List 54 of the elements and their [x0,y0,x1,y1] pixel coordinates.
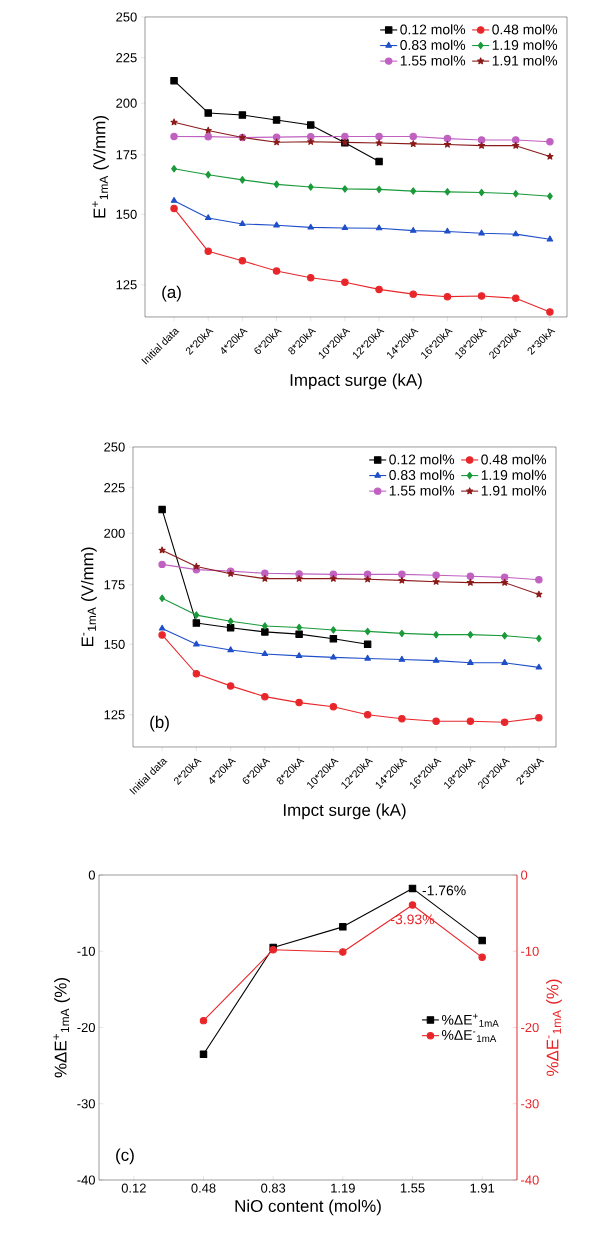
y-tick-label: 125 [104,710,125,720]
y-axis-title: E$^{+}$$_{1mA}$ (V/mm) [92,116,109,218]
legend-label: 0.48 mol% [492,24,558,35]
legend-label: %ΔE$^{+}$1mA [441,1013,499,1027]
y-tick-label: 200 [104,528,125,538]
y-tick-label: -30 [77,1099,95,1109]
x-tick-label: 1.55 [400,1183,425,1193]
y-tick-label: 225 [104,483,125,493]
x-tick-label: 0.83 [261,1183,286,1193]
x-axis-title: Impct surge (kA) [283,803,406,820]
x-tick-label: 1.91 [470,1183,495,1193]
y-axis-title: E$^{-}$$_{1mA}$ (V/mm) [81,547,97,646]
y2-tick-label: -40 [521,1175,539,1185]
y-axis-title: %ΔE$^{+}$$_{1mA}$ (%) [53,978,70,1078]
y2-tick-label: -20 [521,1022,539,1033]
y-tick-label: 200 [116,98,137,108]
y-tick-label: 150 [104,639,125,649]
y-tick-label: 250 [116,12,137,22]
legend-label: 1.55 mol% [400,55,466,66]
y-tick-label: 175 [116,150,137,160]
annotation: (a) [162,285,181,302]
y-tick-label: 0 [88,870,95,880]
x-axis-title: NiO content (mol%) [235,1199,381,1216]
legend-label: 0.83 mol% [400,39,466,50]
y-tick-label: -40 [77,1175,95,1185]
legend-label: 0.12 mol% [389,454,455,465]
legend-label: 0.12 mol% [400,24,466,35]
legend-label: 1.91 mol% [481,485,547,496]
legend-label: 0.48 mol% [481,454,547,465]
y-tick-label: -20 [77,1022,95,1033]
legend-label: 1.91 mol% [492,55,558,66]
y-tick-label: 125 [116,280,137,290]
legend-label: 1.19 mol% [492,39,558,50]
y2-tick-label: 0 [521,870,528,880]
y-tick-label: -10 [77,946,95,956]
legend-label: 1.19 mol% [481,469,547,480]
x-tick-label: 0.48 [191,1183,216,1193]
y-tick-label: 225 [116,53,137,63]
annotation: -1.76% [422,885,466,896]
annotation: (b) [150,715,169,732]
y2-tick-label: -30 [521,1099,539,1109]
legend-label: 1.55 mol% [389,485,455,496]
y-tick-label: 150 [116,209,137,219]
y-tick-label: 250 [104,442,125,452]
annotation: -3.93% [391,914,435,925]
x-axis-title: Impact surge (kA) [290,373,422,390]
x-tick-label: 1.19 [331,1183,355,1193]
y2-axis-title: %ΔE$^{-}$$_{1mA}$ (%) [546,979,562,1076]
legend-label: %ΔE$^{-}$1mA [441,1030,497,1042]
legend-label: 0.83 mol% [389,469,455,480]
x-tick-label: 0.12 [121,1183,146,1193]
y2-tick-label: -10 [521,946,539,956]
y-tick-label: 175 [104,580,125,590]
annotation: (c) [116,1148,134,1165]
